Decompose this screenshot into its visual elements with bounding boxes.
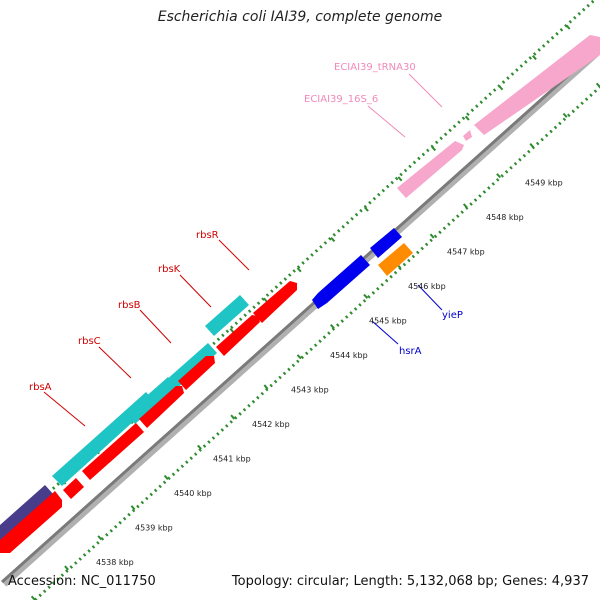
accession-text: Accession: NC_011750 [8,574,156,589]
ruler-tick [30,595,36,600]
gene-yiep[interactable] [378,243,413,276]
inner-ruler-ticks [30,82,600,600]
ruler-label: 4541 kbp [213,455,251,464]
ruler-tick [163,474,169,480]
ruler-label: 4548 kbp [486,213,524,222]
ruler-tick [562,112,568,118]
ruler-tick [330,237,336,243]
gene-16s[interactable] [397,141,464,198]
gene-red-6[interactable] [216,315,260,356]
gene-hsra[interactable] [312,255,370,309]
leader-lines [43,73,443,427]
ruler-label: 4542 kbp [252,420,290,429]
ruler-tick [498,85,504,91]
ruler-tick [296,267,302,273]
gene-trna-small[interactable] [463,130,472,141]
gene-rbsc-cyan[interactable] [126,377,177,424]
ruler-tick [565,24,571,30]
gene-rbsb-cyan[interactable] [165,343,217,391]
ruler-tick [363,293,369,299]
ruler-label: 4540 kbp [174,489,212,498]
ruler-tick [330,324,335,330]
ruler-tick [263,384,269,390]
gene-blue-2[interactable] [370,228,402,258]
gene-rbsk-cyan[interactable] [205,295,249,336]
label-rbsr: rbsR [196,230,219,241]
gene-red-5[interactable] [178,356,215,390]
label-rbsk: rbsK [158,264,181,275]
ruler-label: 4547 kbp [447,248,485,257]
gene-labels: rbsA rbsC rbsB rbsK rbsR hsrA yieP ECIAI… [29,62,463,393]
ruler-tick [429,233,435,239]
gene-track-outer [0,295,249,543]
label-hsra: hsrA [399,346,422,357]
ruler-tick [230,414,236,420]
ruler-tick [197,444,202,450]
ruler-label: 4538 kbp [96,558,134,567]
gene-track-rna [397,35,600,198]
gene-red-1[interactable] [0,491,62,553]
outer-ruler-ticks [27,24,571,516]
ruler-tick [130,505,136,511]
ruler-labels: 4538 kbp 4539 kbp 4540 kbp 4541 kbp 4542 kbp… [96,179,563,568]
gene-red-4[interactable] [139,386,184,428]
inner-ruler-line [33,85,600,600]
gene-red-2[interactable] [63,478,84,499]
ruler-tick [464,115,470,121]
ruler-tick [532,55,537,61]
ruler-label: 4543 kbp [291,386,329,395]
label-rbsc: rbsC [78,336,101,347]
outer-ruler-line [0,0,597,539]
ruler-label: 4546 kbp [408,282,446,291]
ruler-tick [97,535,103,541]
genome-summary-text: Topology: circular; Length: 5,132,068 bp… [231,574,589,589]
ruler-label: 4539 kbp [135,524,173,533]
ruler-tick [229,328,235,334]
ruler-tick [462,203,468,209]
ruler-label: 4545 kbp [369,317,407,326]
ruler-tick [397,176,403,182]
label-rbsa: rbsA [29,382,52,393]
gene-track-inner [312,228,413,309]
label-16s: ECIAI39_16S_6 [304,94,378,105]
ruler-tick [296,354,302,360]
label-trna: ECIAI39_tRNA30 [334,62,416,73]
ruler-tick [431,146,437,152]
ruler-tick [595,82,600,88]
backbone-shadow [1,47,600,587]
gene-trna[interactable] [474,35,600,135]
label-yiep: yieP [442,310,463,321]
gene-red-3[interactable] [82,423,144,480]
ruler-tick [496,173,502,179]
label-rbsb: rbsB [118,300,141,311]
ruler-label: 4544 kbp [330,351,368,360]
ruler-tick [363,206,369,212]
map-title: Escherichia coli IAI39, complete genome [157,9,443,25]
ruler-label: 4549 kbp [525,179,563,188]
gene-red-7[interactable] [253,281,297,323]
backbone [0,45,600,584]
ruler-tick [529,143,535,149]
ruler-tick [64,565,69,571]
gene-track-red [0,281,297,553]
